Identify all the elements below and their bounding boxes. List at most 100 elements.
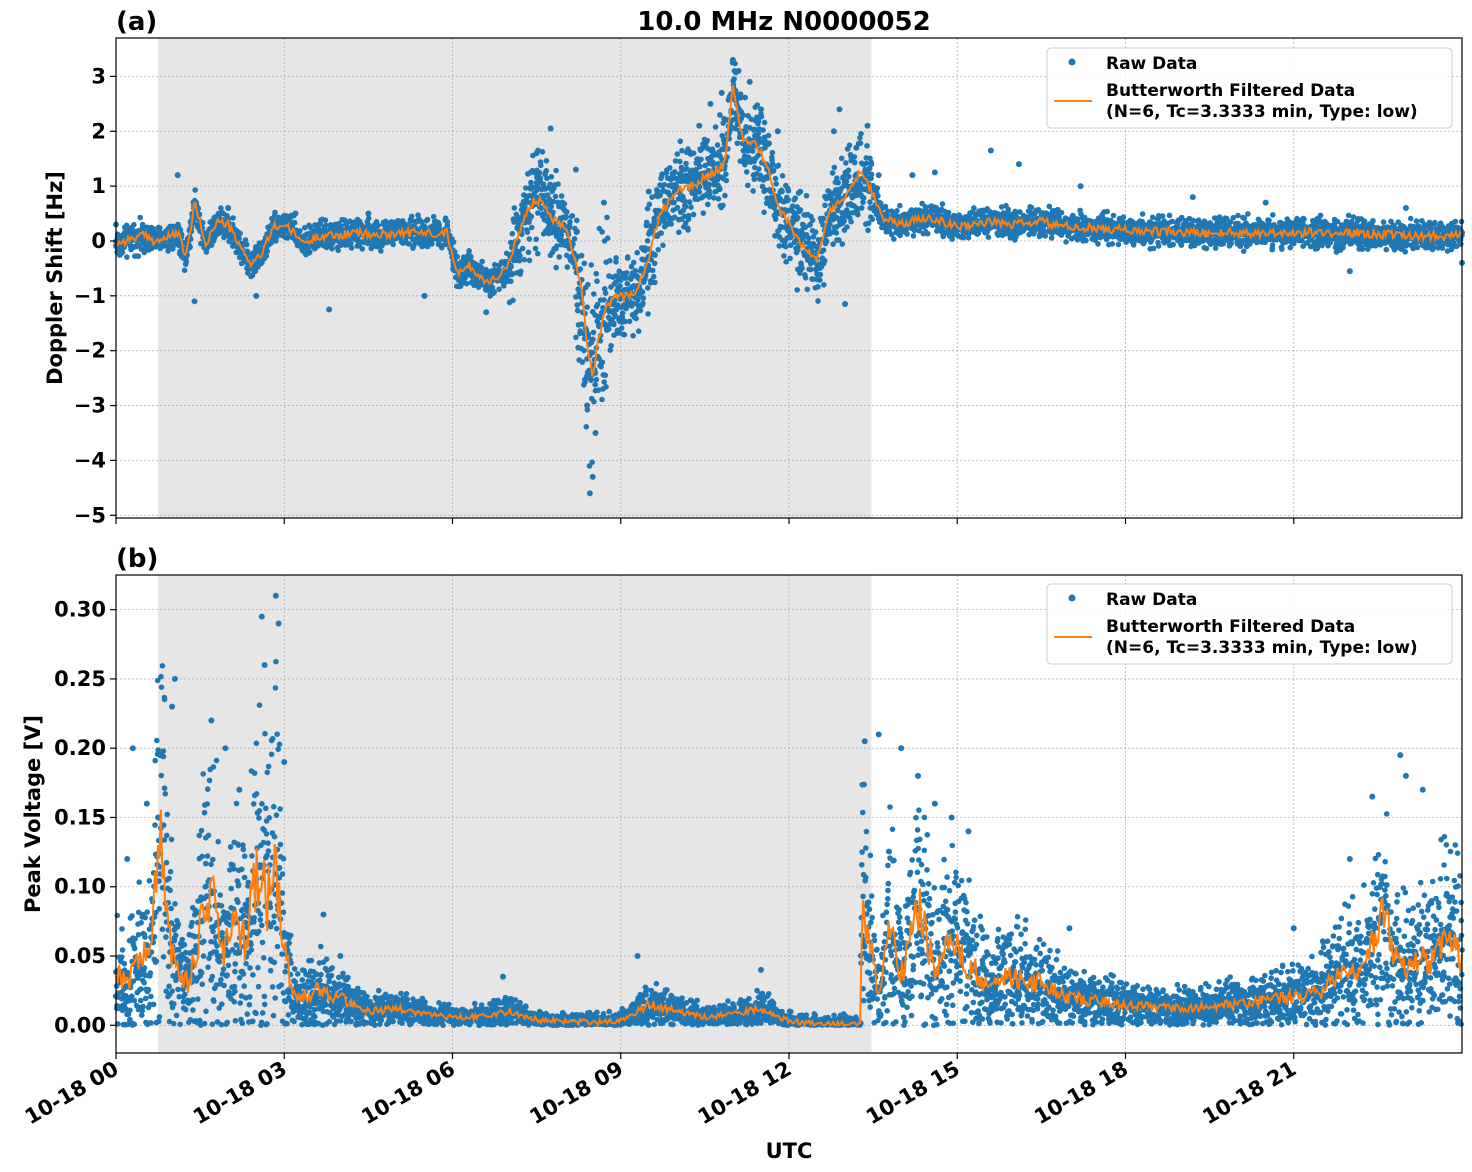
raw-data-point xyxy=(875,731,882,738)
raw-data-point xyxy=(707,100,714,107)
raw-data-point xyxy=(931,169,938,176)
raw-data-point xyxy=(757,106,764,113)
raw-data-point xyxy=(814,276,821,283)
raw-data-point xyxy=(337,953,344,960)
raw-data-point xyxy=(1189,194,1196,201)
raw-data-series-a xyxy=(113,56,1465,497)
raw-data-point xyxy=(421,292,428,299)
raw-data-point xyxy=(275,620,282,627)
raw-data-point xyxy=(1262,199,1269,206)
peak-voltage-panel: 0.300.250.200.150.100.050.00 10-18 00 10-… xyxy=(21,574,1465,1130)
y-tick-label: −3 xyxy=(74,394,106,418)
legend-filtered-params-b: (N=6, Tc=3.3333 min, Type: low) xyxy=(1106,638,1418,658)
grid-b xyxy=(115,575,1462,1053)
y-ticks-a: 3 2 1 0 −1 −2 −3 −4 −5 xyxy=(74,64,116,527)
raw-data-point xyxy=(898,745,905,752)
raw-data-point xyxy=(1397,752,1404,759)
raw-data-point xyxy=(320,911,327,918)
shaded-interval-b xyxy=(158,575,872,1053)
y-tick-label: 0.20 xyxy=(54,736,106,760)
raw-data-point xyxy=(483,309,490,316)
legend-filtered-label-a: Butterworth Filtered Data xyxy=(1106,81,1355,101)
raw-data-point xyxy=(572,166,579,173)
x-tick-label: 10-18 15 xyxy=(862,1057,964,1130)
raw-data-point xyxy=(774,128,781,135)
raw-data-point xyxy=(1346,856,1353,863)
y-tick-label: −1 xyxy=(74,284,106,308)
raw-data-point xyxy=(836,106,843,113)
x-tick-label: 10-18 03 xyxy=(189,1057,291,1130)
y-tick-label: 0.15 xyxy=(54,805,106,829)
legend-a: Raw Data Butterworth Filtered Data (N=6,… xyxy=(1046,47,1453,129)
y-axis-label-a: Doppler Shift [Hz] xyxy=(43,171,67,385)
raw-data-point xyxy=(1015,161,1022,168)
raw-data-point xyxy=(547,125,554,132)
legend-b: Raw Data Butterworth Filtered Data (N=6,… xyxy=(1046,583,1453,665)
raw-data-point xyxy=(645,188,652,195)
raw-data-point xyxy=(253,292,260,299)
raw-data-point xyxy=(499,973,506,980)
raw-data-point xyxy=(1290,925,1297,932)
x-ticks-b: 10-18 00 10-18 03 10-18 06 10-18 09 10-18 12… xyxy=(21,1053,1300,1130)
legend-raw-marker-b xyxy=(1068,594,1076,602)
raw-data-point xyxy=(129,745,136,752)
legend-raw-label-b: Raw Data xyxy=(1106,590,1197,610)
raw-data-point xyxy=(965,828,972,835)
raw-data-point xyxy=(1402,772,1409,779)
filtered-data-line-a xyxy=(115,84,1463,377)
y-tick-label: 0.00 xyxy=(54,1013,106,1037)
y-tick-label: 0.10 xyxy=(54,875,106,899)
raw-data-point xyxy=(365,210,372,217)
raw-data-point xyxy=(589,473,596,480)
x-axis-label: UTC xyxy=(766,1139,813,1163)
raw-data-point xyxy=(1402,205,1409,212)
raw-data-point xyxy=(222,745,229,752)
x-tick-label: 10-18 09 xyxy=(525,1057,627,1130)
raw-data-point xyxy=(634,953,641,960)
legend-filtered-label-b: Butterworth Filtered Data xyxy=(1106,617,1355,637)
raw-data-point xyxy=(797,188,804,195)
raw-data-point xyxy=(600,199,607,206)
x-tick-label: 10-18 18 xyxy=(1030,1057,1132,1130)
y-tick-label: −4 xyxy=(74,448,106,472)
legend-raw-label-a: Raw Data xyxy=(1106,54,1197,74)
x-tick-label: 10-18 06 xyxy=(357,1057,459,1130)
raw-data-point xyxy=(729,56,736,63)
y-tick-label: 0.25 xyxy=(54,667,106,691)
raw-data-point xyxy=(1419,786,1426,793)
raw-data-point xyxy=(258,613,265,620)
raw-data-point xyxy=(261,662,268,669)
x-ticks-a xyxy=(115,518,1295,524)
raw-data-point xyxy=(864,122,871,129)
raw-data-point xyxy=(208,717,215,724)
raw-data-point xyxy=(931,800,938,807)
raw-data-point xyxy=(853,144,860,151)
legend-filtered-params-a: (N=6, Tc=3.3333 min, Type: low) xyxy=(1106,102,1418,122)
y-tick-label: 0 xyxy=(91,229,106,253)
raw-data-point xyxy=(124,856,131,863)
y-tick-label: −2 xyxy=(74,339,106,363)
y-axis-label-b: Peak Voltage [V] xyxy=(21,715,45,913)
raw-data-point xyxy=(143,800,150,807)
raw-data-point xyxy=(914,772,921,779)
shaded-interval-a xyxy=(158,38,872,518)
raw-data-point xyxy=(1346,268,1353,275)
raw-data-point xyxy=(718,89,725,96)
x-tick-label: 10-18 12 xyxy=(694,1057,796,1130)
raw-data-point xyxy=(584,402,591,409)
raw-data-point xyxy=(757,966,764,973)
filtered-data-line-b xyxy=(115,809,1463,1029)
raw-data-point xyxy=(696,122,703,129)
raw-data-point xyxy=(272,592,279,599)
legend-box-a xyxy=(1046,47,1453,129)
raw-data-series-b xyxy=(112,592,1465,1029)
raw-data-point xyxy=(155,814,162,821)
raw-data-point xyxy=(830,128,837,135)
y-tick-label: 1 xyxy=(91,174,106,198)
legend-box-b xyxy=(1046,583,1453,665)
doppler-shift-panel: 3 2 1 0 −1 −2 −3 −4 −5 Doppler Shift [Hz] Raw Da… xyxy=(43,37,1465,527)
y-tick-label: −5 xyxy=(74,503,106,527)
raw-data-point xyxy=(174,172,181,179)
raw-data-cloud xyxy=(112,658,1465,1029)
raw-data-point xyxy=(592,429,599,436)
